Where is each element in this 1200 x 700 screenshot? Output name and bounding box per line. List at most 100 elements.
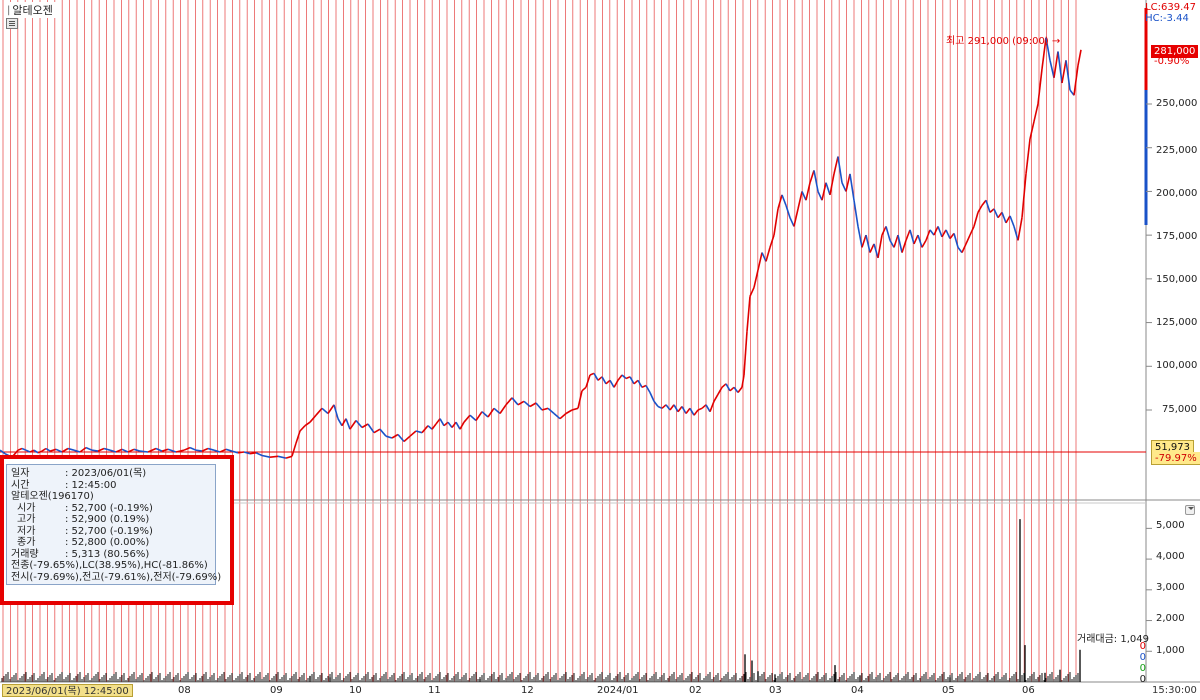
- volume-value: 0: [1139, 641, 1146, 652]
- price-segment: [373, 428, 381, 434]
- price-segment: [853, 200, 859, 227]
- info-key: 종가: [17, 537, 36, 548]
- price-segment: [1061, 60, 1067, 84]
- price-segment: [613, 379, 619, 388]
- price-segment: [155, 447, 163, 452]
- price-segment: [243, 451, 251, 455]
- price-segment: [167, 448, 177, 453]
- panel-scroll-icon[interactable]: [1185, 505, 1195, 515]
- price-segment: [541, 407, 549, 411]
- price-segment: [559, 412, 567, 420]
- price-segment: [701, 404, 707, 409]
- price-segment: [1001, 212, 1007, 224]
- price-segment: [693, 409, 699, 416]
- time-tick: 12: [521, 685, 534, 696]
- price-segment: [475, 411, 483, 421]
- price-segment: [609, 379, 615, 388]
- price-segment: [589, 372, 595, 376]
- price-segment: [231, 450, 239, 454]
- price-segment: [633, 379, 639, 385]
- price-segment: [809, 170, 815, 183]
- price-segment: [1033, 103, 1039, 122]
- price-segment: [315, 407, 323, 416]
- price-tick: 125,000: [1156, 317, 1198, 328]
- price-segment: [813, 170, 819, 192]
- price-segment: [355, 419, 363, 429]
- price-segment: [73, 449, 81, 453]
- info-value: : 12:45:00: [65, 479, 117, 491]
- price-segment: [949, 232, 955, 240]
- price-segment: [977, 205, 983, 213]
- price-segment: [439, 418, 445, 427]
- price-segment: [685, 407, 691, 414]
- info-value: : 2023/06/01(목): [65, 468, 147, 479]
- price-segment: [291, 442, 297, 457]
- price-segment: [945, 229, 951, 239]
- price-segment: [641, 384, 647, 389]
- price-segment: [981, 199, 987, 206]
- price-segment: [201, 447, 209, 452]
- price-segment: [937, 226, 943, 238]
- price-segment: [443, 421, 449, 427]
- price-segment: [753, 269, 759, 288]
- price-segment: [1041, 37, 1047, 70]
- price-segment: [345, 418, 351, 430]
- price-segment: [593, 372, 599, 381]
- price-segment: [781, 194, 787, 206]
- price-segment: [285, 455, 293, 459]
- volume-value-stack: 0 0 0 0: [1130, 641, 1146, 685]
- price-segment: [225, 448, 233, 452]
- price-segment: [571, 407, 579, 411]
- price-tick: 75,000: [1162, 404, 1197, 415]
- price-segment: [565, 409, 573, 415]
- volume-tick: 4,000: [1156, 551, 1185, 562]
- price-segment: [304, 421, 311, 427]
- price-segment: [517, 400, 525, 406]
- price-segment: [115, 448, 123, 453]
- price-segment: [657, 405, 663, 410]
- volume-value: 0: [1139, 663, 1146, 674]
- price-segment: [997, 211, 1003, 219]
- price-segment: [219, 448, 227, 453]
- price-segment: [427, 425, 433, 430]
- price-segment: [585, 374, 591, 388]
- price-segment: [1077, 49, 1082, 66]
- price-segment: [869, 243, 875, 253]
- price-segment: [709, 401, 715, 412]
- price-segment: [665, 404, 671, 411]
- price-segment: [861, 234, 867, 248]
- price-segment: [697, 407, 703, 411]
- info-value: : 52,700 (-0.19%): [65, 502, 153, 514]
- chart-tool-icon[interactable]: [6, 18, 18, 29]
- price-segment: [841, 182, 847, 192]
- price-segment: [61, 447, 69, 453]
- price-segment: [349, 420, 357, 430]
- price-segment: [237, 451, 245, 454]
- price-tick: 200,000: [1156, 188, 1198, 199]
- price-segment: [857, 226, 863, 248]
- price-segment: [741, 374, 745, 388]
- price-segment: [447, 421, 453, 428]
- price-segment: [25, 449, 31, 453]
- peak-annotation: 최고 291,000 (09:00) →: [946, 32, 1060, 47]
- price-segment: [985, 199, 991, 213]
- price-segment: [139, 450, 149, 453]
- price-segment: [721, 383, 727, 388]
- price-segment: [249, 452, 257, 455]
- trade-value-label: 거래대금: 1,049: [1077, 634, 1149, 645]
- price-segment: [133, 448, 141, 452]
- price-segment: [127, 448, 135, 453]
- price-segment: [893, 234, 899, 248]
- hc-value: HC:-3.44: [1145, 13, 1189, 24]
- price-segment: [973, 212, 979, 227]
- price-segment: [1037, 68, 1043, 105]
- price-segment: [463, 414, 471, 423]
- price-segment: [601, 376, 607, 385]
- price-segment: [1025, 138, 1031, 174]
- price-segment: [49, 448, 57, 452]
- price-segment: [905, 229, 911, 241]
- price-segment: [817, 191, 823, 201]
- price-segment: [277, 455, 287, 459]
- price-segment: [459, 421, 465, 430]
- price-segment: [183, 446, 191, 451]
